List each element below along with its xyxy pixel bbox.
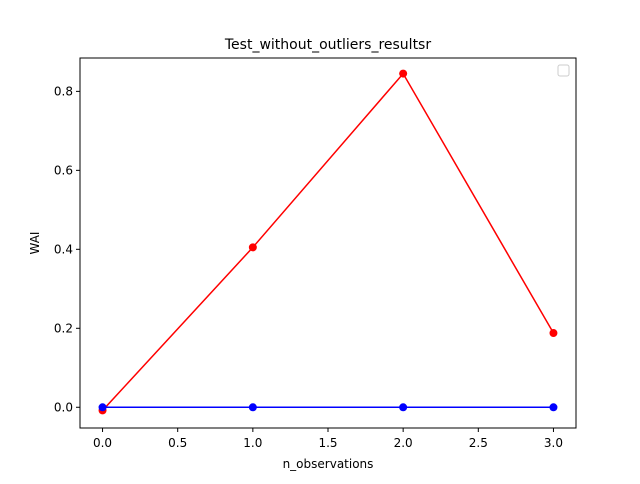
series-1-point bbox=[399, 69, 408, 78]
legend-box bbox=[557, 64, 570, 77]
series-layer bbox=[98, 69, 558, 415]
y-tick-label: 0.4 bbox=[54, 242, 73, 256]
y-tick-label: 0.6 bbox=[54, 163, 73, 177]
series-1-point bbox=[248, 243, 257, 252]
series-2-point bbox=[98, 403, 107, 412]
x-tick-label: 0.5 bbox=[168, 436, 187, 450]
y-tick-label: 0.0 bbox=[54, 400, 73, 414]
series-2-point bbox=[549, 403, 558, 412]
series-2-point bbox=[248, 403, 257, 412]
x-tick-label: 2.5 bbox=[469, 436, 488, 450]
series-1-point bbox=[549, 329, 558, 338]
x-tick-label: 0.0 bbox=[93, 436, 112, 450]
chart-title: Test_without_outliers_resultsr bbox=[224, 37, 431, 53]
x-tick-label: 1.5 bbox=[318, 436, 337, 450]
plot-frame bbox=[79, 57, 577, 429]
x-tick-label: 3.0 bbox=[544, 436, 563, 450]
y-tick-label: 0.8 bbox=[54, 84, 73, 98]
series-1-line bbox=[101, 72, 555, 411]
x-tick-label: 2.0 bbox=[394, 436, 413, 450]
x-tick-label: 1.0 bbox=[243, 436, 262, 450]
x-axis-label: n_observations bbox=[283, 457, 374, 471]
series-2-point bbox=[399, 403, 408, 412]
y-axis-label: WAI bbox=[28, 232, 42, 255]
y-tick-label: 0.2 bbox=[54, 321, 73, 335]
ticks-layer: 0.0 0.5 1.0 1.5 2.0 2.5 3.0 0.0 0.2 0.4 0.6 0.8 bbox=[54, 84, 563, 450]
